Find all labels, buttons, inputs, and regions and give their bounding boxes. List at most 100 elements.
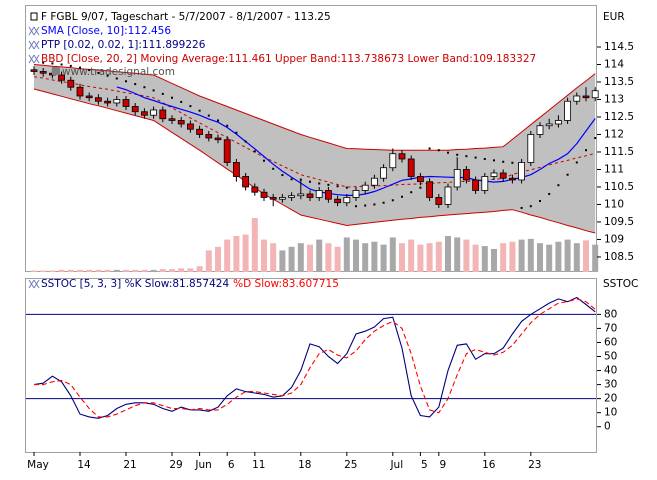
legend-icon (33, 26, 40, 36)
watermark-icon (52, 67, 60, 75)
watermark: www.tradesignal.com (62, 66, 175, 78)
candle-body (30, 69, 38, 72)
ptp-dot (198, 109, 201, 112)
volume-bar (399, 243, 405, 272)
stochastic-panel (25, 278, 597, 453)
y-tick-label: 111.5 (604, 146, 634, 158)
volume-bar (169, 269, 175, 272)
volume-bar (297, 243, 304, 272)
ptp-dot (69, 64, 72, 67)
candle-body (251, 186, 259, 193)
y-tick-label: 10 (604, 407, 617, 419)
y-axis-label: SSTOC (603, 278, 638, 290)
candle-body (518, 162, 525, 181)
volume-bar (408, 239, 415, 272)
candle-body (444, 186, 452, 205)
legend-icon (33, 40, 40, 50)
candle-body (104, 100, 111, 104)
legend-entry: SSTOC [5, 3, 3] %K Slow:81.857424 (41, 278, 229, 290)
candle-body (343, 197, 351, 204)
candle-body (288, 195, 296, 198)
volume-bar (141, 269, 148, 272)
candle-body (306, 193, 314, 198)
candle-body (573, 95, 581, 102)
candle-body (177, 120, 185, 125)
volume-bar (58, 269, 65, 272)
candle-body (67, 79, 75, 88)
ptp-dot (345, 186, 348, 189)
volume-bar (371, 241, 378, 272)
ptp-dot (548, 192, 551, 195)
volume-bar (389, 237, 396, 272)
volume-bar (426, 243, 433, 272)
x-tick-label: 14 (77, 459, 91, 471)
volume-bar (288, 246, 295, 272)
volume-bar (445, 236, 451, 272)
legend-entry: PTP [0.02, 0.02, 1]:111.899226 (41, 39, 206, 51)
volume-bar (261, 239, 267, 272)
candle-body (278, 197, 286, 200)
ptp-dot (382, 201, 385, 204)
x-tick-label: 16 (482, 459, 496, 471)
ptp-dot (483, 157, 486, 160)
ptp-dot (143, 86, 146, 89)
ptp-dot (327, 183, 330, 186)
ptp-dot (309, 180, 311, 183)
candle-body (545, 123, 553, 127)
candle-body (58, 74, 65, 81)
candle-body (426, 181, 434, 198)
y-tick-label: 109.5 (604, 216, 634, 228)
candle-body (398, 153, 406, 160)
y-tick-label: 20 (604, 393, 617, 405)
candle-body (131, 106, 139, 113)
volume-bar (77, 269, 83, 272)
ptp-dot (594, 137, 597, 140)
y-tick-label: 112.5 (604, 111, 634, 123)
x-tick-label: Jun (194, 459, 211, 471)
x-tick-label: May (27, 459, 49, 471)
candle-body (150, 109, 158, 116)
candle-body (490, 172, 498, 177)
candle-body (361, 184, 369, 191)
candle-body (76, 86, 84, 97)
volume-bar (205, 250, 212, 272)
candle-body (472, 179, 480, 191)
ptp-dot (217, 119, 219, 122)
volume-bar (242, 234, 249, 272)
volume-bar (215, 246, 221, 272)
volume-bar (491, 248, 497, 272)
stoch-line (34, 298, 596, 418)
candle-body (352, 190, 360, 198)
volume-bar (546, 244, 553, 272)
volume-bar (49, 270, 56, 272)
volume-bar (187, 268, 194, 272)
legend: SSTOC [5, 3, 3] %K Slow:81.857424 %D Slow… (41, 278, 339, 290)
candle-body (159, 109, 167, 120)
volume-bar (113, 269, 120, 272)
candle-body (564, 100, 571, 121)
x-tick-label: 21 (123, 459, 136, 471)
legend-icon (33, 54, 40, 64)
volume-bar (270, 243, 277, 272)
ptp-dot (465, 155, 468, 158)
legend-entry: %D Slow:83.607715 (233, 278, 339, 290)
volume-bar (463, 239, 470, 272)
volume-bar (95, 269, 102, 272)
volume-bar (481, 246, 488, 272)
y-tick-label: 114.5 (604, 41, 634, 53)
candle-body (214, 137, 222, 141)
ptp-dot (585, 149, 587, 152)
volume-bar (472, 244, 479, 272)
candle-body (508, 177, 516, 181)
candle-body (196, 128, 204, 135)
x-tick-label: 23 (528, 459, 541, 471)
ptp-dot (401, 195, 403, 198)
ptp-dot (318, 182, 321, 185)
volume-bar (159, 269, 166, 272)
volume-bar (417, 244, 424, 272)
ptp-dot (419, 186, 422, 189)
legend-icon (28, 26, 35, 36)
candle-body (205, 134, 213, 139)
ptp-dot (134, 83, 137, 86)
x-tick-label: 9 (439, 459, 446, 471)
